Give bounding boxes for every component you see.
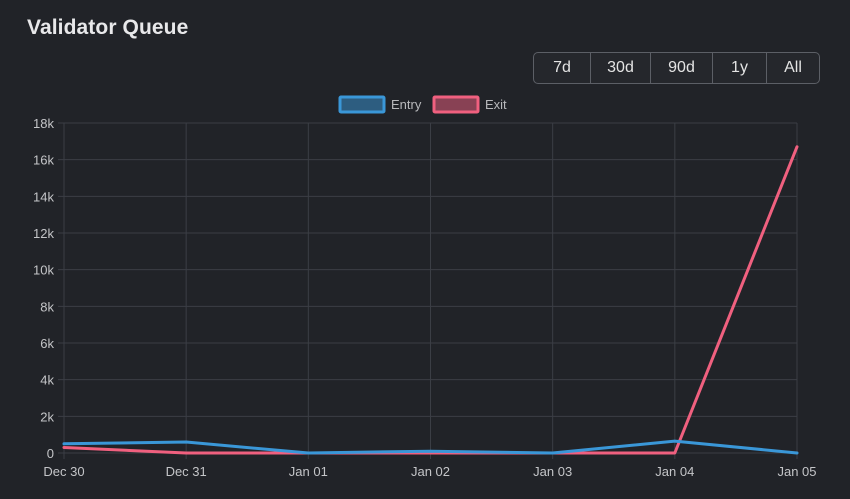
y-tick-label: 16k	[33, 153, 54, 168]
range-selector: 7d 30d 90d 1y All	[533, 52, 820, 84]
y-tick-label: 18k	[33, 116, 54, 131]
legend-item-entry[interactable]: Entry	[338, 95, 422, 114]
card-title: Validator Queue	[27, 16, 189, 39]
legend-swatch-exit	[432, 95, 480, 114]
x-tick-label: Jan 02	[411, 464, 450, 479]
range-button-90d[interactable]: 90d	[651, 53, 713, 83]
x-tick-label: Jan 03	[533, 464, 572, 479]
range-button-30d[interactable]: 30d	[591, 53, 651, 83]
y-tick-label: 8k	[40, 299, 54, 314]
y-tick-label: 12k	[33, 226, 54, 241]
x-tick-label: Dec 31	[166, 464, 207, 479]
chart-legend: Entry Exit	[338, 95, 507, 114]
series-line-exit	[62, 145, 799, 455]
range-button-1y[interactable]: 1y	[713, 53, 767, 83]
legend-label: Entry	[391, 97, 422, 112]
x-tick-label: Jan 01	[289, 464, 328, 479]
y-tick-label: 6k	[40, 336, 54, 351]
x-tick-label: Dec 30	[43, 464, 84, 479]
x-tick-label: Jan 05	[777, 464, 816, 479]
x-axis-ticks: Dec 30 Dec 31 Jan 01 Jan 02 Jan 03 Jan 04 Jan …	[43, 464, 816, 479]
y-tick-label: 14k	[33, 189, 54, 204]
y-tick-label: 10k	[33, 263, 54, 278]
range-button-all[interactable]: All	[784, 59, 802, 76]
legend-item-exit[interactable]: Exit	[432, 95, 507, 114]
legend-label: Exit	[485, 97, 507, 112]
y-axis-ticks: 0 2k 4k 6k 8k 10k 12k 14k 16k 18k	[33, 116, 54, 461]
chart-series	[62, 145, 799, 455]
y-tick-label: 4k	[40, 373, 54, 388]
range-button-7d[interactable]: 7d	[534, 53, 591, 83]
legend-swatch-entry	[338, 95, 386, 114]
y-tick-label: 2k	[40, 409, 54, 424]
y-tick-label: 0	[47, 446, 54, 461]
x-tick-label: Jan 04	[655, 464, 694, 479]
series-line-entry	[62, 439, 799, 455]
chart-grid	[58, 122, 798, 459]
